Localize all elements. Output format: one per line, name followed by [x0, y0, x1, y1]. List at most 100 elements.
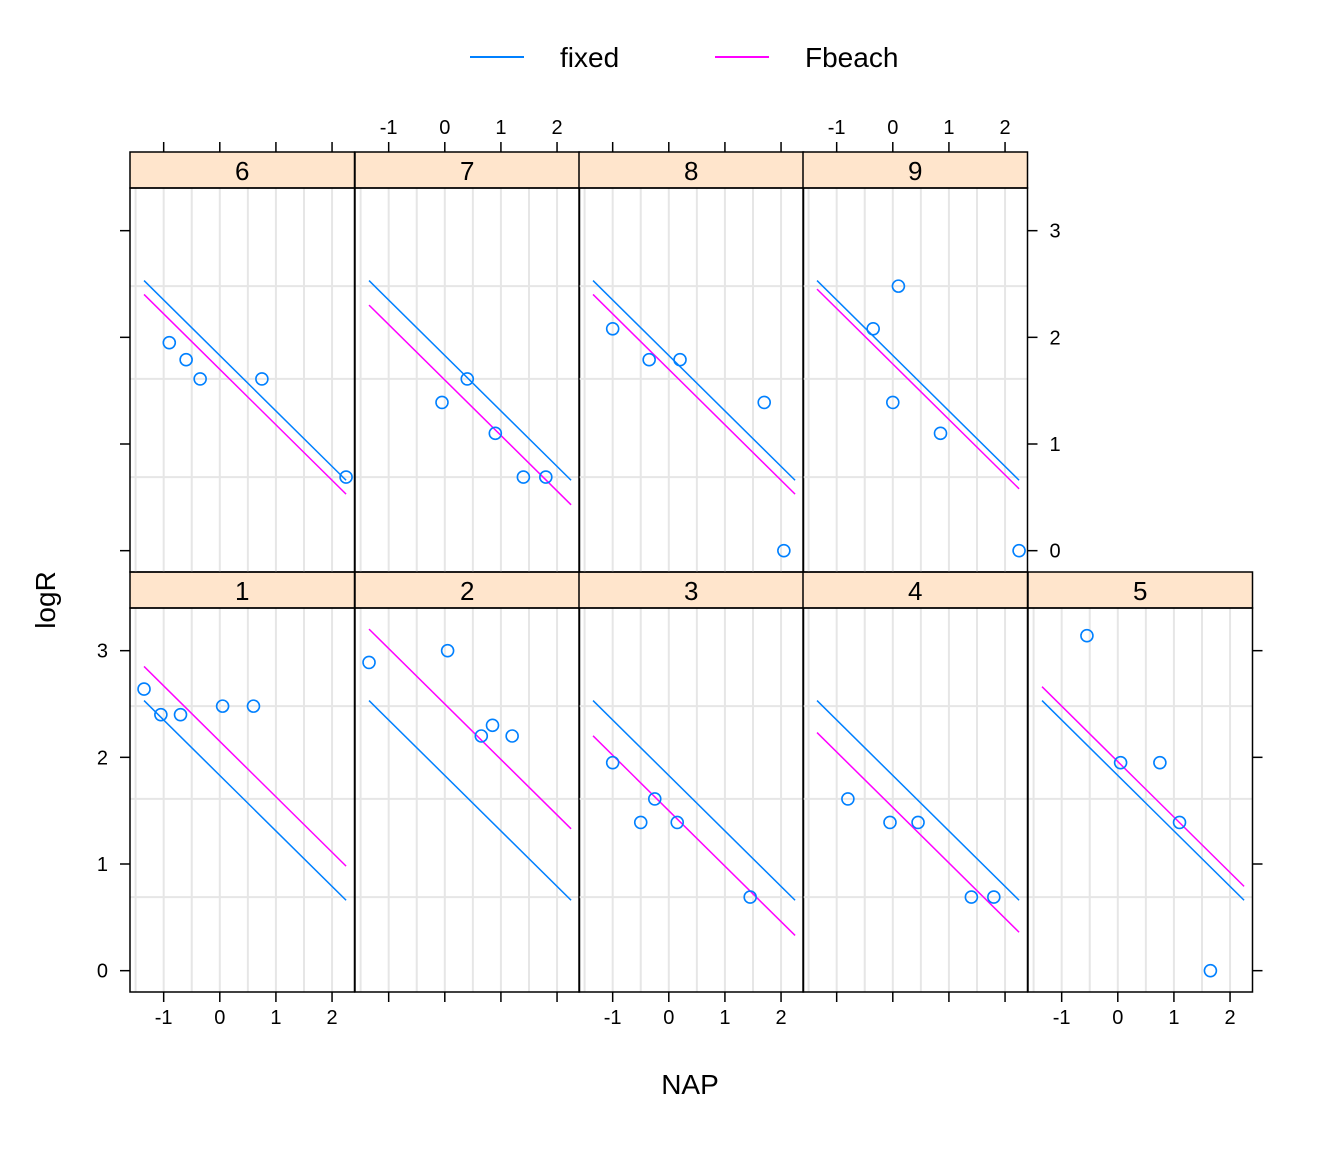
y-axis-left-tick-label: 3 — [97, 641, 108, 663]
data-point — [964, 890, 979, 904]
data-point — [173, 707, 188, 722]
panel-5: 5 — [1027, 571, 1254, 993]
data-point — [743, 890, 757, 904]
strip-label-4: 4 — [908, 576, 922, 606]
y-axis-title: logR — [30, 571, 61, 629]
x-axis-top-tick-label: 0 — [439, 117, 450, 139]
data-point — [777, 543, 791, 558]
data-point — [488, 426, 503, 441]
data-point — [1012, 543, 1026, 558]
x-axis-bottom-tick-label: 0 — [663, 1007, 674, 1029]
strip-label-8: 8 — [684, 156, 698, 186]
beach-line — [1041, 686, 1245, 887]
x-axis-top-tick-label: 1 — [495, 117, 506, 139]
panel-frame — [1027, 607, 1254, 993]
x-axis-top-tick-label: 1 — [943, 117, 954, 139]
legend-label-fixed: fixed — [560, 42, 619, 73]
beach-line — [816, 732, 1020, 933]
data-point — [633, 815, 648, 830]
data-point — [516, 470, 531, 484]
strip-4 — [802, 571, 1029, 609]
fixed-line — [592, 280, 796, 481]
data-point — [987, 890, 1001, 904]
strip-label-7: 7 — [460, 156, 474, 186]
fixed-line — [368, 280, 572, 481]
data-point — [642, 352, 656, 367]
data-point — [474, 729, 489, 743]
x-axis-bottom-tick-label: -1 — [604, 1007, 622, 1029]
y-axis-right-tick-label: 2 — [1050, 327, 1061, 349]
panel-1: 1 — [129, 571, 356, 993]
data-point — [605, 321, 620, 336]
fixed-line — [143, 280, 347, 481]
data-point — [891, 279, 906, 293]
x-axis-bottom-tick-label: 2 — [1224, 1007, 1235, 1029]
beach-line — [368, 628, 572, 830]
y-axis-left-tick-label: 1 — [97, 854, 108, 876]
panel-8: 8 — [578, 151, 805, 573]
fixed-line — [1041, 700, 1245, 901]
data-point — [885, 395, 900, 410]
data-point — [246, 699, 261, 713]
panel-9: 9 — [802, 151, 1029, 573]
data-point — [841, 792, 855, 806]
data-point — [673, 352, 687, 367]
y-axis-right-tick-label: 3 — [1050, 221, 1061, 243]
panel-frame — [802, 187, 1029, 573]
strip-label-2: 2 — [460, 576, 474, 606]
strip-5 — [1027, 571, 1254, 609]
data-point — [137, 682, 151, 696]
data-point — [911, 815, 925, 830]
data-point — [539, 470, 553, 484]
panel-3: 3 — [578, 571, 805, 993]
x-axis-bottom-tick-label: 2 — [326, 1007, 337, 1029]
fixed-line — [816, 280, 1020, 481]
data-point — [339, 470, 353, 484]
x-axis-top-tick-label: -1 — [380, 117, 398, 139]
x-axis-bottom-tick-label: -1 — [155, 1007, 173, 1029]
beach-line — [816, 288, 1020, 490]
strip-8 — [578, 151, 805, 189]
fixed-line — [592, 700, 796, 901]
strip-9 — [802, 151, 1029, 189]
data-point — [215, 699, 230, 713]
data-point — [154, 707, 168, 722]
strip-label-3: 3 — [684, 576, 698, 606]
strip-label-1: 1 — [235, 576, 249, 606]
data-point — [435, 395, 449, 410]
strip-label-9: 9 — [908, 156, 922, 186]
x-axis-bottom-tick-label: 0 — [1112, 1007, 1123, 1029]
x-axis-top-tick-label: -1 — [828, 117, 846, 139]
x-axis-bottom-tick-label: 1 — [1168, 1007, 1179, 1029]
data-point — [193, 372, 207, 386]
data-point — [605, 755, 620, 770]
data-point — [647, 792, 662, 806]
beach-line — [368, 304, 572, 506]
beach-line — [592, 293, 796, 495]
beach-line — [592, 735, 796, 937]
legend: fixed Fbeach — [470, 42, 898, 73]
y-axis-left-tick-label: 2 — [97, 747, 108, 769]
data-point — [440, 643, 455, 658]
data-point — [866, 321, 880, 336]
data-point — [1113, 755, 1128, 770]
x-axis-top-tick-label: 2 — [999, 117, 1010, 139]
data-point — [362, 655, 376, 670]
fixed-line — [143, 700, 347, 901]
x-axis-bottom-tick-label: 1 — [719, 1007, 730, 1029]
data-point — [670, 815, 685, 830]
data-point — [505, 729, 519, 743]
data-point — [162, 335, 177, 350]
x-axis-top-tick-label: 2 — [551, 117, 562, 139]
panel-7: 7 — [354, 151, 581, 573]
legend-label-fbeach: Fbeach — [805, 42, 898, 73]
data-point — [1080, 628, 1094, 643]
data-point — [485, 718, 500, 733]
x-axis-top-tick-label: 0 — [887, 117, 898, 139]
data-point — [179, 352, 193, 367]
strip-label-6: 6 — [235, 156, 249, 186]
data-point — [757, 395, 772, 410]
y-axis-left-tick-label: 0 — [97, 961, 108, 983]
x-axis-bottom-tick-label: 1 — [270, 1007, 281, 1029]
